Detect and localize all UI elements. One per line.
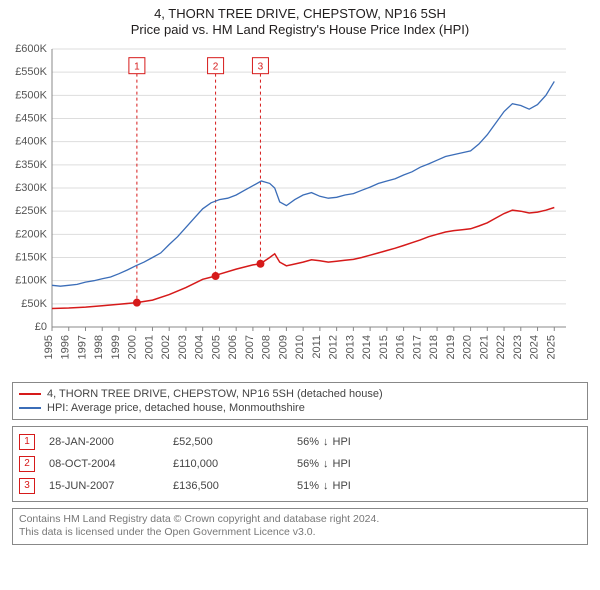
event-marker-box: 2 (19, 456, 35, 472)
event-marker-box: 3 (19, 478, 35, 494)
event-date: 28-JAN-2000 (49, 436, 159, 448)
y-tick-label: £600K (15, 43, 47, 55)
legend: 4, THORN TREE DRIVE, CHEPSTOW, NP16 5SH … (12, 382, 588, 420)
title-subtitle: Price paid vs. HM Land Registry's House … (0, 22, 600, 38)
footnote: Contains HM Land Registry data © Crown c… (12, 508, 588, 545)
x-tick-label: 2014 (361, 335, 373, 359)
event-date: 08-OCT-2004 (49, 458, 159, 470)
event-dot (256, 259, 264, 267)
events-table: 1 28-JAN-2000 £52,500 56% ↓ HPI 2 08-OCT-2004 £1… (12, 426, 588, 502)
footnote-line2: This data is licensed under the Open Gov… (19, 526, 581, 540)
x-tick-label: 2013 (344, 335, 356, 359)
x-tick-label: 2006 (227, 335, 239, 359)
y-tick-label: £500K (15, 89, 47, 101)
event-row: 2 08-OCT-2004 £110,000 56% ↓ HPI (19, 453, 581, 475)
event-price: £52,500 (173, 436, 283, 448)
x-tick-label: 2005 (210, 335, 222, 359)
x-tick-label: 2015 (378, 335, 390, 359)
y-tick-label: £300K (15, 182, 47, 194)
x-tick-label: 2025 (545, 335, 557, 359)
event-hpi-label: HPI (333, 436, 351, 448)
x-tick-label: 2023 (512, 335, 524, 359)
title-address: 4, THORN TREE DRIVE, CHEPSTOW, NP16 5SH (0, 6, 600, 22)
y-tick-label: £450K (15, 112, 47, 124)
event-row: 3 15-JUN-2007 £136,500 51% ↓ HPI (19, 475, 581, 497)
y-tick-label: £200K (15, 228, 47, 240)
legend-label: HPI: Average price, detached house, Monm… (47, 402, 305, 414)
y-tick-label: £350K (15, 158, 47, 170)
y-tick-label: £550K (15, 66, 47, 78)
event-marker-number: 3 (258, 61, 264, 72)
y-tick-label: £400K (15, 135, 47, 147)
event-hpi-pct: 56% (297, 436, 319, 448)
event-hpi-label: HPI (333, 480, 351, 492)
event-price: £110,000 (173, 458, 283, 470)
arrow-down-icon: ↓ (323, 480, 329, 492)
x-tick-label: 2022 (495, 335, 507, 359)
titles: 4, THORN TREE DRIVE, CHEPSTOW, NP16 5SH … (0, 0, 600, 43)
x-tick-label: 1997 (76, 335, 88, 359)
event-marker-box: 1 (19, 434, 35, 450)
x-tick-label: 2020 (462, 335, 474, 359)
x-tick-label: 2000 (127, 335, 139, 359)
event-date: 15-JUN-2007 (49, 480, 159, 492)
event-marker-number: 2 (213, 61, 219, 72)
x-tick-label: 2017 (411, 335, 423, 359)
event-dot (133, 298, 141, 306)
footnote-line1: Contains HM Land Registry data © Crown c… (19, 513, 581, 527)
x-tick-label: 1998 (93, 335, 105, 359)
x-tick-label: 2016 (395, 335, 407, 359)
event-row: 1 28-JAN-2000 £52,500 56% ↓ HPI (19, 431, 581, 453)
y-tick-label: £50K (21, 297, 47, 309)
chart: £0 £50K £100K £150K £200K £250K £300K £350K £400… (0, 43, 600, 376)
legend-swatch (19, 407, 41, 409)
event-dot (212, 272, 220, 280)
x-tick-label: 2004 (194, 335, 206, 359)
legend-row: HPI: Average price, detached house, Monm… (19, 401, 581, 415)
legend-row: 4, THORN TREE DRIVE, CHEPSTOW, NP16 5SH … (19, 387, 581, 401)
x-tick-label: 2007 (244, 335, 256, 359)
y-tick-label: £150K (15, 251, 47, 263)
event-hpi: 56% ↓ HPI (297, 436, 351, 448)
x-tick-label: 2024 (529, 335, 541, 359)
x-tick-label: 2010 (294, 335, 306, 359)
event-hpi-pct: 56% (297, 458, 319, 470)
x-tick-label: 1999 (110, 335, 122, 359)
event-hpi-label: HPI (333, 458, 351, 470)
event-hpi-pct: 51% (297, 480, 319, 492)
legend-swatch (19, 393, 41, 395)
chart-svg: £0 £50K £100K £150K £200K £250K £300K £350K £400… (0, 43, 576, 373)
x-tick-label: 2003 (177, 335, 189, 359)
x-tick-label: 2009 (277, 335, 289, 359)
x-tick-label: 2019 (445, 335, 457, 359)
x-tick-label: 1995 (43, 335, 55, 359)
x-tick-label: 2001 (143, 335, 155, 359)
x-tick-label: 2018 (428, 335, 440, 359)
x-tick-label: 2008 (261, 335, 273, 359)
event-marker-number: 1 (134, 61, 140, 72)
arrow-down-icon: ↓ (323, 436, 329, 448)
arrow-down-icon: ↓ (323, 458, 329, 470)
event-hpi: 56% ↓ HPI (297, 458, 351, 470)
y-tick-label: £0 (35, 321, 47, 333)
y-tick-label: £250K (15, 205, 47, 217)
x-tick-label: 2011 (311, 335, 323, 359)
x-tick-label: 1996 (60, 335, 72, 359)
y-tick-label: £100K (15, 274, 47, 286)
x-tick-label: 2012 (328, 335, 340, 359)
x-tick-label: 2002 (160, 335, 172, 359)
event-hpi: 51% ↓ HPI (297, 480, 351, 492)
event-price: £136,500 (173, 480, 283, 492)
legend-label: 4, THORN TREE DRIVE, CHEPSTOW, NP16 5SH … (47, 388, 383, 400)
x-tick-label: 2021 (478, 335, 490, 359)
